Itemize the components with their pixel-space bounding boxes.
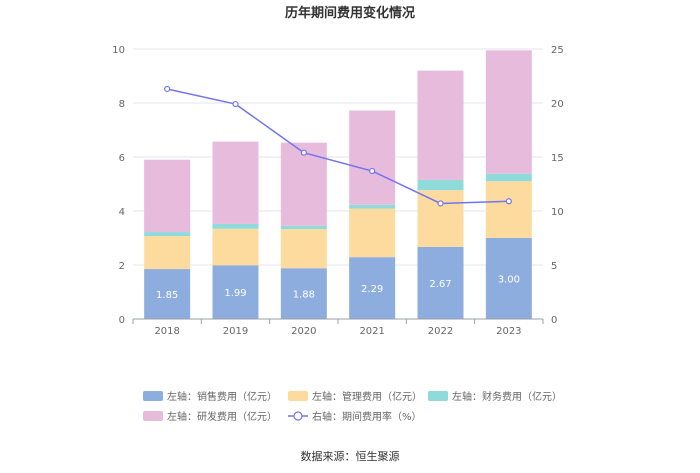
y-left-tick-label: 4 xyxy=(119,207,125,218)
x-tick-label: 2018 xyxy=(154,326,179,337)
x-tick-label: 2019 xyxy=(223,326,248,337)
bar-segment-0 xyxy=(212,265,259,319)
bar-segment-2 xyxy=(144,232,191,237)
legend-label: 左轴：销售费用（亿元） xyxy=(167,390,277,403)
bar-segment-1 xyxy=(212,228,259,266)
bar-segment-3 xyxy=(144,159,191,233)
legend-swatch xyxy=(428,391,448,401)
bars: 1.85 1.99 1.88 2.29 2.67 3.00 xyxy=(144,50,532,319)
legend-label: 右轴：期间费用率（%） xyxy=(312,410,422,423)
legend-label: 左轴：管理费用（亿元） xyxy=(312,390,422,403)
x-tick-label: 2022 xyxy=(428,326,453,337)
data-label: 2.29 xyxy=(361,284,383,295)
y-left-tick-label: 0 xyxy=(119,315,125,326)
bar-segment-3 xyxy=(417,70,464,180)
y-left-tick-label: 2 xyxy=(119,261,125,272)
bar-segment-1 xyxy=(280,229,327,269)
legend-marker xyxy=(293,411,303,421)
x-tick-label: 2021 xyxy=(359,326,384,337)
y-right-tick-label: 10 xyxy=(551,207,564,218)
gridlines xyxy=(133,48,543,266)
bar-segment-1 xyxy=(144,236,191,270)
bar-segment-0 xyxy=(485,238,532,319)
y-right-tick-label: 5 xyxy=(551,261,557,272)
rate-point xyxy=(300,149,307,156)
y-left-tick-label: 10 xyxy=(112,45,125,56)
source-note: 数据来源：恒生聚源 xyxy=(301,449,400,463)
rate-point xyxy=(164,85,171,93)
y-right-tick-label: 20 xyxy=(551,99,564,110)
x-tick-label: 2020 xyxy=(291,326,316,337)
bar-segment-2 xyxy=(349,204,396,209)
rate-point xyxy=(437,200,444,207)
legend-swatch xyxy=(288,391,308,401)
rate-line-path xyxy=(167,88,509,205)
legend-label: 左轴：财务费用（亿元） xyxy=(452,390,562,403)
bar-segment-2 xyxy=(417,179,464,191)
y-right-tick-label: 0 xyxy=(551,315,557,326)
bar-segment-3 xyxy=(485,50,532,174)
rate-point xyxy=(505,198,512,205)
bar-segment-2 xyxy=(485,173,532,182)
data-label: 2.67 xyxy=(429,279,451,290)
data-label: 1.88 xyxy=(293,290,315,301)
legend-label: 左轴：研发费用（亿元） xyxy=(167,410,277,423)
bar-segment-2 xyxy=(212,223,259,229)
bar-segment-3 xyxy=(212,141,259,224)
rate-line xyxy=(164,85,512,207)
data-label: 3.00 xyxy=(498,275,520,286)
bar-segment-3 xyxy=(349,110,396,205)
bar-segment-1 xyxy=(417,190,464,247)
x-tick-label: 2023 xyxy=(496,326,521,337)
y-left-tick-label: 8 xyxy=(119,99,125,110)
legend-swatch xyxy=(143,391,163,401)
chart-title: 历年期间费用变化情况 xyxy=(285,5,415,21)
bar-segment-2 xyxy=(280,225,327,230)
y-right-tick-label: 25 xyxy=(551,45,564,56)
bar-segment-0 xyxy=(144,269,191,319)
legend: 左轴：销售费用（亿元） 左轴：管理费用（亿元） 左轴：财务费用（亿元） 左轴：研发费用… xyxy=(143,390,562,423)
data-label: 1.85 xyxy=(156,290,178,301)
data-label: 1.99 xyxy=(224,288,246,299)
bar-segment-0 xyxy=(280,268,327,319)
y-right-tick-label: 15 xyxy=(551,153,564,164)
bar-segment-1 xyxy=(485,181,532,238)
bar-segment-0 xyxy=(417,246,464,319)
rate-point xyxy=(232,100,239,108)
bar-segment-1 xyxy=(349,208,396,258)
rate-point xyxy=(369,167,376,175)
y-left-tick-label: 6 xyxy=(119,153,125,164)
legend-swatch xyxy=(143,411,163,421)
bar-segment-0 xyxy=(349,257,396,319)
